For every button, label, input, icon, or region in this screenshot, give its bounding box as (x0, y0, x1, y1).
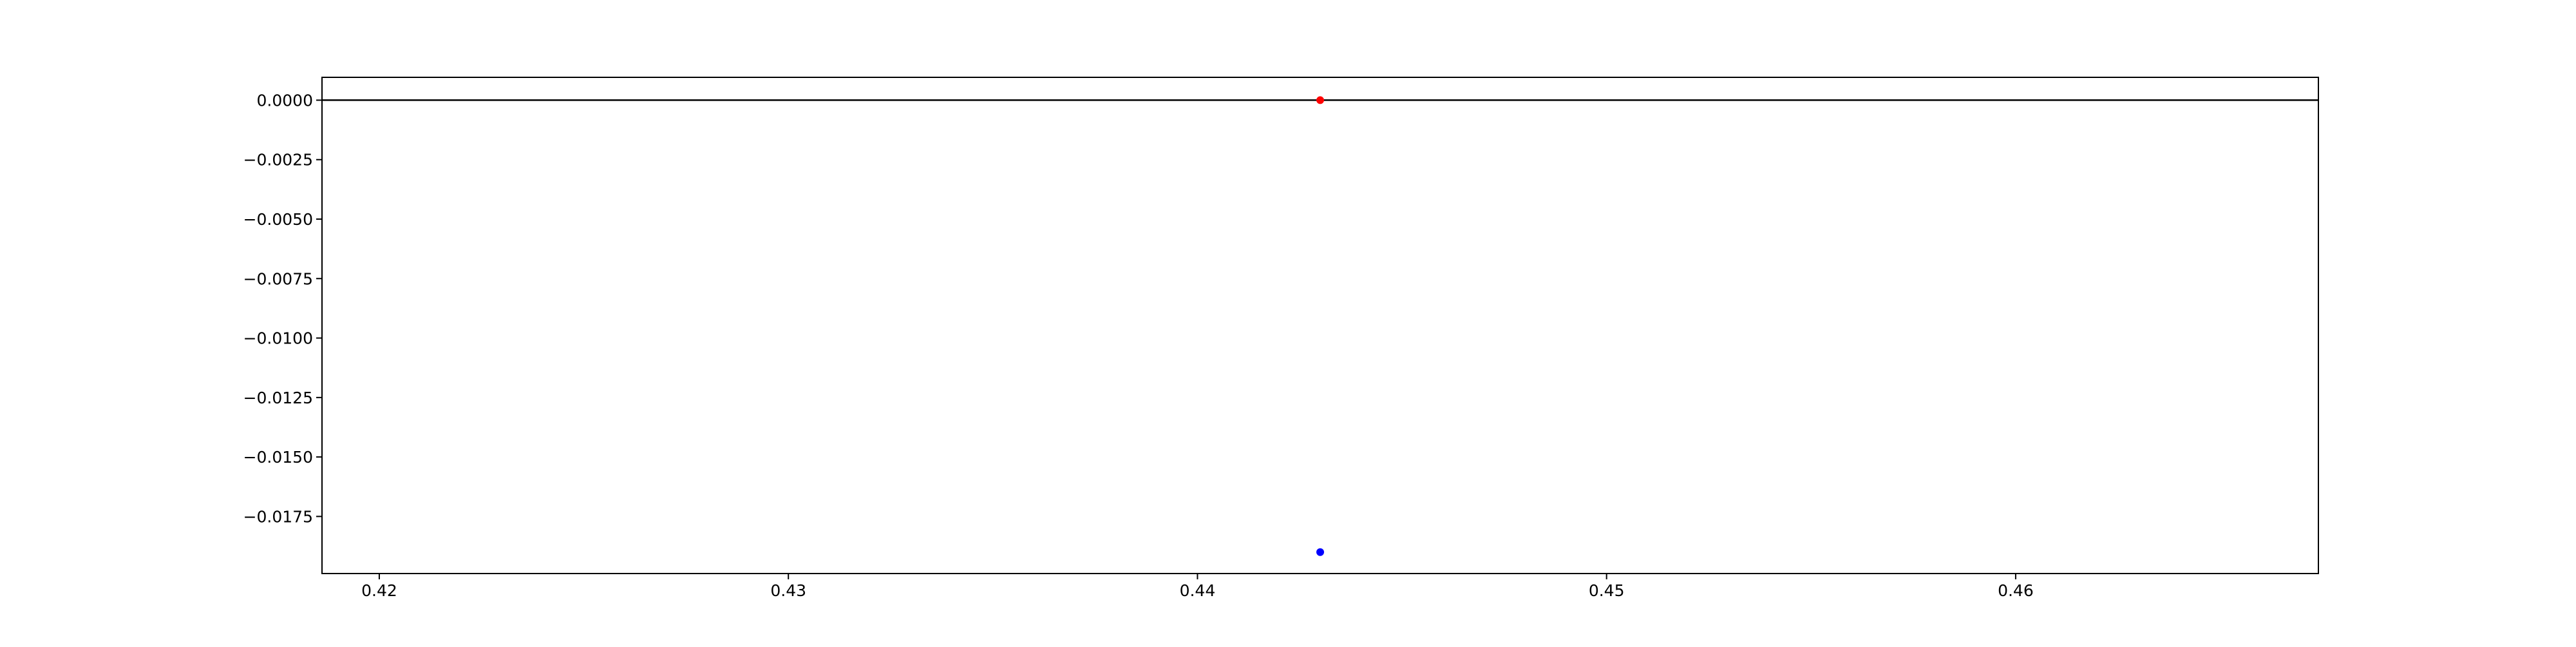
data-point (1316, 548, 1324, 556)
y-tick-label: −0.0150 (243, 448, 313, 467)
y-tick-label: −0.0175 (243, 507, 313, 526)
axes-frame (321, 77, 2319, 574)
y-tick-label: −0.0075 (243, 269, 313, 288)
plot-area: 0.42 0.43 0.44 0.45 0.46 0.0000 −0.0025 −0.0050… (243, 77, 2319, 600)
y-tick-label: 0.0000 (257, 91, 313, 110)
y-tick-label: −0.0025 (243, 151, 313, 169)
x-tick-label: 0.44 (1180, 581, 1216, 600)
y-tick-label: −0.0125 (243, 389, 313, 407)
x-tick-label: 0.46 (1998, 581, 2034, 600)
y-tick-label: −0.0050 (243, 210, 313, 229)
y-tick-label: −0.0100 (243, 329, 313, 348)
x-tick-label: 0.45 (1589, 581, 1625, 600)
x-tick-label: 0.43 (770, 581, 806, 600)
data-point (1316, 96, 1324, 104)
x-tick-label: 0.42 (361, 581, 397, 600)
